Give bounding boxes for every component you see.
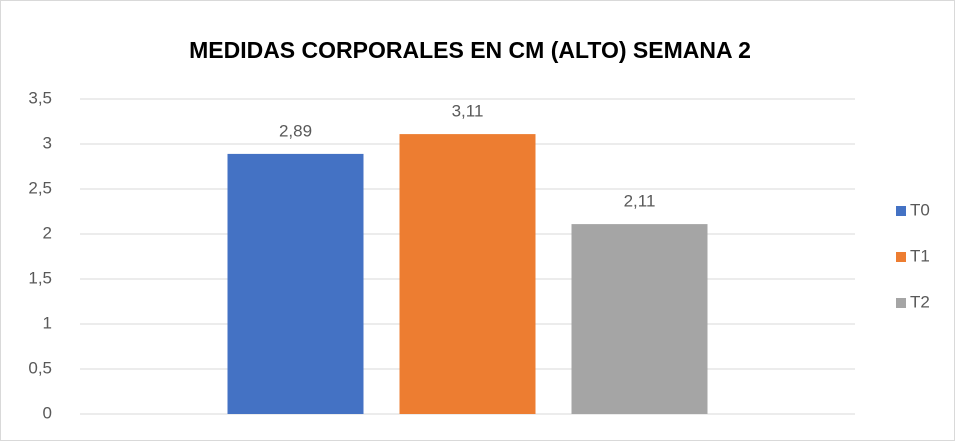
legend-swatch [896, 252, 906, 262]
legend-label: T0 [910, 200, 930, 219]
chart-title: MEDIDAS CORPORALES EN CM (ALTO) SEMANA 2 [189, 37, 751, 63]
bar [571, 224, 708, 414]
y-tick-label: 3,5 [28, 88, 52, 107]
legend-label: T2 [910, 292, 930, 311]
value-label: 2,89 [279, 121, 312, 140]
bar [227, 153, 364, 414]
y-tick-label: 2,5 [28, 178, 52, 197]
y-tick-label: 1 [43, 313, 52, 332]
y-tick-label: 0,5 [28, 358, 52, 377]
value-label: 2,11 [624, 192, 656, 211]
y-tick-label: 1,5 [28, 268, 52, 287]
legend-swatch [896, 298, 906, 308]
y-tick-label: 3 [43, 133, 52, 152]
legend-swatch [896, 206, 906, 216]
legend-label: T1 [910, 246, 930, 265]
value-label: 3,11 [452, 102, 484, 121]
y-tick-label: 0 [43, 403, 52, 422]
bar [399, 134, 536, 414]
y-tick-label: 2 [43, 223, 52, 242]
